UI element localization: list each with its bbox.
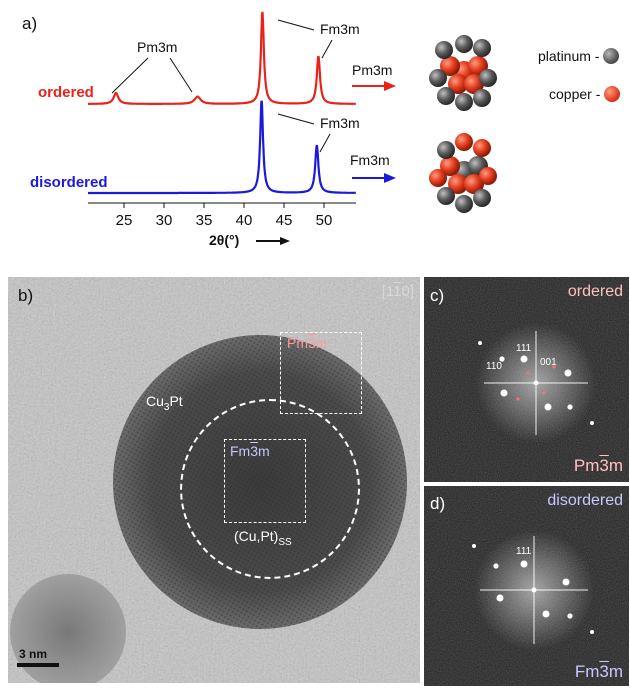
ss-region-circle	[180, 399, 360, 579]
panel-c-letter: c)	[430, 286, 445, 305]
legend-copper-label: copper -	[549, 86, 601, 102]
fm3m-annotation-bottom: Fm3m	[320, 115, 360, 131]
panel-b-letter: b)	[18, 286, 34, 305]
xrd-chart: 25 30 35 40 45 50 ordered disordered Pm3m Fm3…	[30, 11, 396, 248]
x-tick-label-45: 45	[276, 212, 293, 229]
panel-d-letter: d)	[430, 494, 446, 513]
x-axis-label: 2θ(°)	[209, 232, 239, 248]
fft-c-idx-111: 111	[516, 343, 532, 354]
fm3m-annotation-top: Fm3m	[320, 21, 360, 37]
disordered-label: disordered	[30, 174, 108, 191]
scale-bar-label: 3 nm	[19, 647, 48, 661]
fm3m-region-label: Fm3m	[230, 443, 270, 459]
fft-c-idx-001: 001	[540, 357, 557, 368]
fm3m-bottom-pointer-2	[319, 133, 331, 153]
platinum-ball-icon	[603, 48, 620, 64]
ordered-crystal-structure	[429, 35, 497, 111]
fft-disordered-image: 111 disordered Fm3m	[424, 486, 629, 686]
fm3m-top-pointer-1	[277, 19, 315, 31]
fm3m-region-box	[224, 439, 306, 523]
fft-d-title: disordered	[547, 492, 623, 509]
fft-d-space-group: Fm3m	[574, 662, 623, 681]
x-tick-label-50: 50	[316, 212, 333, 229]
legend-copper: copper -	[549, 86, 621, 102]
hrtem-image: [110] Cu3Pt Pm3m Fm3m (Cu,Pt)SS 3 nm	[8, 277, 420, 683]
fft-ordered-image: 111 110 001 ordered Pm3m	[424, 277, 629, 482]
disordered-arrow-label: Fm3m	[350, 152, 390, 168]
ordered-arrow-head	[384, 81, 396, 91]
zone-axis-label: [110]	[381, 283, 414, 300]
fft-c-idx-110: 110	[486, 361, 502, 372]
disordered-crystal-structure	[429, 133, 497, 213]
pm3m-pointer-2	[169, 57, 193, 93]
disordered-arrow-head	[384, 173, 396, 183]
x-ticks: 25 30 35 40 45 50	[116, 203, 333, 229]
x-axis-label-arrow-head	[280, 237, 290, 245]
legend-platinum: platinum -	[538, 48, 620, 64]
x-tick-label-40: 40	[236, 212, 253, 229]
panel-a-letter: a)	[22, 14, 38, 33]
x-tick-label-30: 30	[156, 212, 173, 229]
scale-bar	[17, 663, 59, 667]
x-tick-label-35: 35	[196, 212, 213, 229]
fft-c-space-group: Pm3m	[573, 456, 623, 475]
ordered-arrow-label: Pm3m	[352, 62, 392, 78]
ordered-label: ordered	[38, 84, 94, 101]
pm3m-region-box	[280, 332, 362, 414]
fm3m-bottom-pointer-1	[277, 113, 315, 125]
ss-label: (Cu,Pt)SS	[234, 528, 292, 548]
disordered-series-line	[88, 100, 356, 195]
pm3m-pointer-1	[111, 57, 149, 94]
pm3m-region-label: Pm3m	[287, 335, 328, 351]
legend-platinum-label: platinum -	[538, 48, 600, 64]
fft-c-title: ordered	[567, 283, 623, 300]
pm3m-annotation: Pm3m	[137, 39, 177, 55]
fft-d-idx-111: 111	[516, 546, 532, 557]
copper-ball-icon	[604, 86, 621, 102]
ordered-series-line	[88, 11, 356, 105]
fm3m-top-pointer-2	[321, 39, 333, 59]
x-tick-label-25: 25	[116, 212, 133, 229]
cu3pt-label: Cu3Pt	[146, 393, 183, 413]
